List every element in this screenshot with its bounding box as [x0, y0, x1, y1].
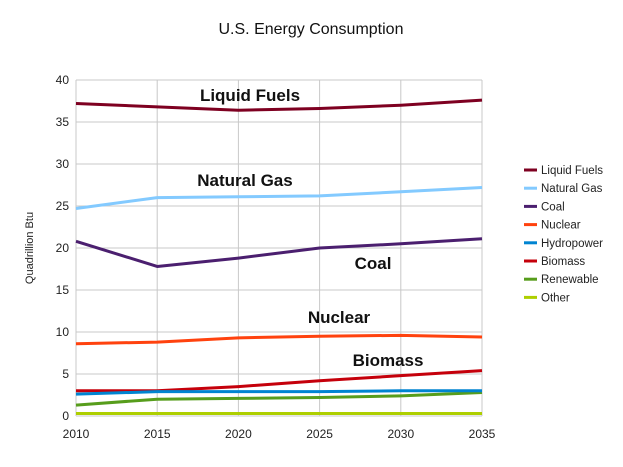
- x-tick-label: 2025: [306, 427, 333, 441]
- x-tick-label: 2020: [225, 427, 252, 441]
- x-tick-label: 2035: [469, 427, 496, 441]
- series-line-nuclear: [75, 333, 483, 346]
- x-tick-label: 2010: [63, 427, 90, 441]
- series-line-hydropower: [75, 389, 482, 396]
- chart-title: U.S. Energy Consumption: [219, 21, 404, 38]
- y-tick-label: 35: [56, 115, 70, 129]
- series-line-natural-gas: [75, 186, 483, 211]
- y-tick-label: 15: [56, 283, 70, 297]
- y-tick-label: 5: [62, 367, 69, 381]
- y-tick-label: 0: [62, 409, 69, 423]
- legend-label: Biomass: [541, 256, 585, 268]
- series-line-coal: [75, 237, 483, 268]
- y-tick-label: 30: [56, 157, 70, 171]
- legend-label: Other: [541, 292, 570, 304]
- y-tick-label: 40: [56, 73, 70, 87]
- y-tick-label: 25: [56, 199, 70, 213]
- annotation-coal: Coal: [355, 254, 392, 273]
- legend-label: Natural Gas: [541, 183, 603, 195]
- annotation-natural-gas: Natural Gas: [197, 171, 292, 190]
- x-tick-label: 2030: [387, 427, 414, 441]
- y-axis-label: Quadrillion Btu: [24, 212, 36, 284]
- series-line-renewable: [75, 390, 483, 407]
- x-tick-label: 2015: [144, 427, 171, 441]
- legend-label: Coal: [541, 201, 565, 213]
- annotation-biomass: Biomass: [353, 351, 424, 370]
- y-tick-label: 20: [56, 241, 70, 255]
- legend-label: Liquid Fuels: [541, 165, 603, 177]
- y-tick-label: 10: [56, 325, 70, 339]
- legend-label: Hydropower: [541, 238, 603, 250]
- series-line-liquid-fuels: [75, 98, 483, 112]
- annotation-nuclear: Nuclear: [308, 308, 371, 327]
- legend-label: Renewable: [541, 274, 599, 286]
- legend-label: Nuclear: [541, 220, 581, 232]
- annotation-liquid-fuels: Liquid Fuels: [200, 86, 300, 105]
